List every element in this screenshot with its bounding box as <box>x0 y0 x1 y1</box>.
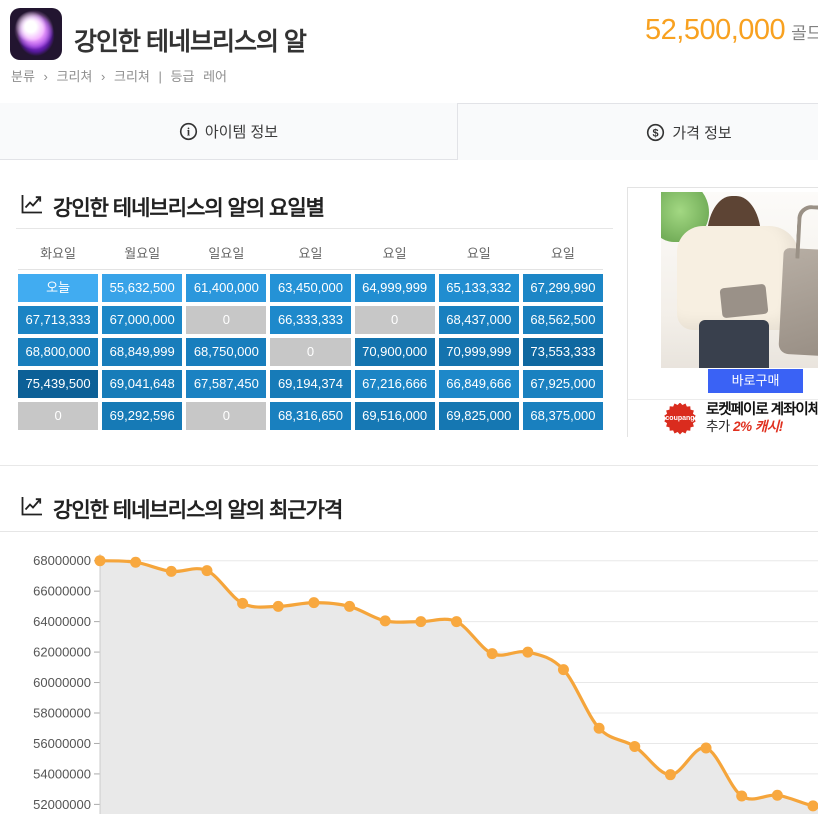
coupang-logo: coupang <box>664 402 696 435</box>
table-cell: 65,133,332 <box>438 274 519 302</box>
svg-text:i: i <box>187 126 190 138</box>
table-row: 68,800,000 68,849,999 68,750,000 0 70,900,00… <box>18 338 603 366</box>
table-cell: 69,825,000 <box>438 402 519 430</box>
price-unit: 골드 <box>791 24 818 43</box>
svg-text:68000000: 68000000 <box>33 553 91 568</box>
table-cell: 63,450,000 <box>270 274 351 302</box>
dollar-circle-icon: $ <box>646 123 665 142</box>
table-cell: 55,632,500 <box>102 274 183 302</box>
table-cell: 68,437,000 <box>438 306 519 334</box>
table-header-cell: 월요일 <box>124 246 161 261</box>
promo-line1: 로켓페이로 계좌이체 <box>706 402 818 418</box>
table-cell: 69,516,000 <box>354 402 435 430</box>
svg-text:62000000: 62000000 <box>33 645 91 660</box>
table-cell: 66,849,666 <box>438 370 519 398</box>
svg-text:66000000: 66000000 <box>33 584 91 599</box>
grade-value: 레어 <box>203 69 227 84</box>
table-cell: 0 <box>186 306 267 334</box>
recent-section-title: 강인한 테네브리스의 알의 최근가격 <box>20 494 343 524</box>
table-cell: 69,041,648 <box>102 370 183 398</box>
section-rule <box>0 531 818 532</box>
ad-banner-box: 바로구매 coupang 로켓페이로 계좌이체 추가 2% 캐시! <box>627 187 818 437</box>
price-line-chart: 68000000 66000000 64000000 62000000 60000000… <box>33 553 818 814</box>
table-cell: 68,800,000 <box>18 338 99 366</box>
promo-line2: 추가 2% 캐시! <box>706 419 783 435</box>
table-cell: 70,900,000 <box>354 338 435 366</box>
svg-text:$: $ <box>653 127 659 139</box>
table-cell: 64,999,999 <box>354 274 435 302</box>
tab-price-info[interactable]: $ 가격 정보 <box>458 103 818 160</box>
weekday-section-title: 강인한 테네브리스의 알의 요일별 <box>20 192 325 222</box>
table-header-cell: 요일 <box>382 246 407 261</box>
tab-label: 아이템 정보 <box>204 123 279 141</box>
table-cell: 66,333,333 <box>270 306 351 334</box>
svg-text:52000000: 52000000 <box>33 797 91 812</box>
table-cell: 67,587,450 <box>186 370 267 398</box>
table-cell: 70,999,999 <box>438 338 519 366</box>
table-cell: 67,000,000 <box>102 306 183 334</box>
table-cell: 0 <box>18 402 99 430</box>
table-cell: 68,562,500 <box>522 306 603 334</box>
table-row: 75,439,500 69,041,648 67,587,450 69,194,374… <box>18 370 603 398</box>
section-rule <box>16 228 613 229</box>
table-cell: 73,553,333 <box>522 338 603 366</box>
table-header-cell: 요일 <box>298 246 323 261</box>
table-cell: 오늘 <box>18 274 99 302</box>
svg-text:64000000: 64000000 <box>33 614 91 629</box>
table-row: 67,713,333 67,000,000 0 66,333,333 0 68,437,0… <box>18 306 603 334</box>
line-chart-icon <box>20 495 44 523</box>
price-value: 52,500,000 <box>645 14 786 46</box>
table-cell: 0 <box>186 402 267 430</box>
table-cell: 69,292,596 <box>102 402 183 430</box>
tab-bar: i 아이템 정보 $ 가격 정보 <box>0 103 818 160</box>
table-cell: 68,849,999 <box>102 338 183 366</box>
table-cell: 67,216,666 <box>354 370 435 398</box>
breadcrumb-category-1[interactable]: 크리쳐 <box>56 69 93 84</box>
table-cell: 61,400,000 <box>186 274 267 302</box>
page-title: 강인한 테네브리스의 알 <box>74 28 307 56</box>
table-cell: 68,750,000 <box>186 338 267 366</box>
svg-text:58000000: 58000000 <box>33 706 91 721</box>
table-header-cell: 화요일 <box>40 246 77 261</box>
grade-label: 등급 <box>170 69 195 84</box>
table-row: 오늘 55,632,500 61,400,000 63,450,000 64,999,9… <box>18 274 603 302</box>
breadcrumb-root: 분류 <box>11 69 35 84</box>
breadcrumb-divider: | <box>158 69 162 84</box>
breadcrumb-separator: › <box>101 69 106 84</box>
breadcrumb: 분류 › 크리쳐 › 크리쳐 | 등급 레어 <box>11 66 232 85</box>
table-header-cell: 요일 <box>466 246 491 261</box>
breadcrumb-separator: › <box>43 69 48 84</box>
item-price: 52,500,000 골드 <box>645 14 818 47</box>
table-header-cell: 일요일 <box>208 246 245 261</box>
table-cell: 0 <box>270 338 351 366</box>
breadcrumb-category-2[interactable]: 크리쳐 <box>114 69 150 84</box>
table-cell: 68,375,000 <box>522 402 603 430</box>
tab-item-info[interactable]: i 아이템 정보 <box>0 103 458 160</box>
ad-bag <box>778 247 818 359</box>
table-cell: 0 <box>354 306 435 334</box>
coupang-promo-banner[interactable]: coupang 로켓페이로 계좌이체 추가 2% 캐시! <box>628 399 818 437</box>
tab-label: 가격 정보 <box>672 124 732 142</box>
weekday-price-table: 화요일 월요일 일요일 요일 요일 요일 요일 오늘 55,632,500 61,400,000 6… <box>18 243 603 430</box>
table-header-cell: 요일 <box>550 246 575 261</box>
section-divider <box>0 465 818 466</box>
item-egg-icon <box>10 8 62 60</box>
table-row: 0 69,292,596 0 68,316,650 69,516,000 69,825,0… <box>18 402 603 430</box>
table-cell: 69,194,374 <box>270 370 351 398</box>
table-cell: 67,299,990 <box>522 274 603 302</box>
ad-image[interactable] <box>661 192 818 368</box>
table-cell: 75,439,500 <box>18 370 99 398</box>
table-cell: 67,925,000 <box>522 370 603 398</box>
buy-now-button[interactable]: 바로구매 <box>708 369 803 393</box>
svg-text:56000000: 56000000 <box>33 736 91 751</box>
line-chart-icon <box>20 193 44 221</box>
svg-text:54000000: 54000000 <box>33 766 91 781</box>
table-cell: 68,316,650 <box>270 402 351 430</box>
svg-text:60000000: 60000000 <box>33 675 91 690</box>
info-circle-icon: i <box>179 122 198 141</box>
table-cell: 67,713,333 <box>18 306 99 334</box>
